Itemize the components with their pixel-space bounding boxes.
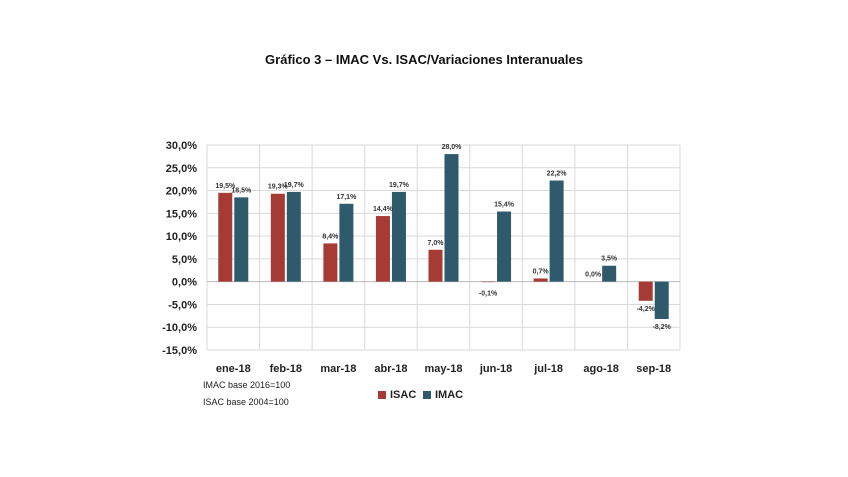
bar-isac (638, 281, 653, 301)
bar-imac (549, 180, 564, 282)
x-tick-label: feb-18 (270, 363, 302, 375)
chart-title: Gráfico 3 – IMAC Vs. ISAC/Variaciones In… (265, 52, 583, 67)
bar-imac (654, 281, 669, 320)
bar-isac (375, 216, 390, 282)
data-label-imac: 22,2% (547, 171, 568, 178)
bar-isac (270, 193, 285, 282)
x-tick-label: jun-18 (479, 363, 512, 375)
data-label-imac: 18,5% (231, 187, 252, 194)
base-note-imac: IMAC base 2016=100 (203, 380, 291, 390)
base-note-isac: ISAC base 2004=100 (203, 397, 289, 407)
legend-label-imac: IMAC (435, 389, 464, 401)
data-label-isac: 0,7% (533, 268, 550, 275)
x-tick-label: ene-18 (216, 363, 251, 375)
x-tick-label: mar-18 (320, 363, 356, 375)
y-tick-label: 30,0% (166, 140, 197, 152)
bar-isac (323, 243, 338, 282)
data-label-isac: 7,0% (428, 240, 445, 247)
bar-isac (218, 192, 233, 282)
x-tick-label: abr-18 (374, 363, 407, 375)
data-label-imac: 17,1% (336, 194, 357, 201)
legend-swatch-isac (378, 391, 386, 399)
data-label-imac: 15,4% (494, 202, 515, 209)
legend-label-isac: ISAC (390, 389, 417, 401)
y-tick-label: 25,0% (166, 163, 197, 175)
data-label-isac: 8,4% (322, 233, 339, 240)
bar-isac (428, 249, 443, 282)
legend-swatch-imac (423, 391, 431, 399)
data-label-isac: 19,5% (215, 183, 236, 190)
grid-layer (206, 144, 681, 351)
y-tick-label: -5,0% (168, 299, 197, 311)
data-label-isac: -0,1% (479, 291, 498, 298)
y-tick-label: 10,0% (166, 231, 197, 243)
legend-item-isac: ISAC (378, 389, 416, 401)
x-tick-label: jul-18 (533, 363, 563, 375)
bar-imac (286, 191, 301, 282)
y-tick-label: -10,0% (162, 322, 197, 334)
bar-layer (218, 154, 669, 320)
x-tick-label: may-18 (425, 363, 463, 375)
axis-layer: 30,0% 25,0% 20,0% 15,0% 10,0% 5,0% 0,0% -5,0% -1… (162, 140, 680, 375)
data-label-imac: 3,5% (601, 256, 618, 263)
bar-imac (602, 265, 617, 282)
bar-imac (339, 203, 354, 282)
bar-isac (533, 278, 548, 282)
x-tick-label: sep-18 (636, 363, 671, 375)
y-tick-label: 15,0% (166, 208, 197, 220)
y-tick-label: 5,0% (172, 254, 197, 266)
bar-imac (391, 191, 406, 282)
bar-imac (497, 211, 512, 282)
label-layer: 19,5% 19,3% 8,4% 14,4% 7,0% -0,1% 0,7% 0,0% -4,2… (215, 144, 671, 331)
y-tick-label: 0,0% (172, 277, 197, 289)
bar-imac (234, 197, 249, 282)
x-tick-label: ago-18 (583, 363, 618, 375)
data-label-imac: 28,0% (442, 144, 463, 151)
y-tick-label: 20,0% (166, 186, 197, 198)
data-label-imac: 19,7% (284, 182, 305, 189)
data-label-isac: -4,2% (637, 306, 656, 313)
bar-imac (444, 154, 459, 282)
data-label-isac: 14,4% (373, 206, 394, 213)
data-label-isac: 19,3% (268, 184, 289, 191)
data-label-imac: -8,2% (653, 324, 672, 331)
data-label-imac: 19,7% (389, 182, 410, 189)
y-tick-label: -15,0% (162, 345, 197, 357)
data-label-isac: 0,0% (585, 272, 602, 279)
legend-item-imac: IMAC (423, 389, 463, 401)
